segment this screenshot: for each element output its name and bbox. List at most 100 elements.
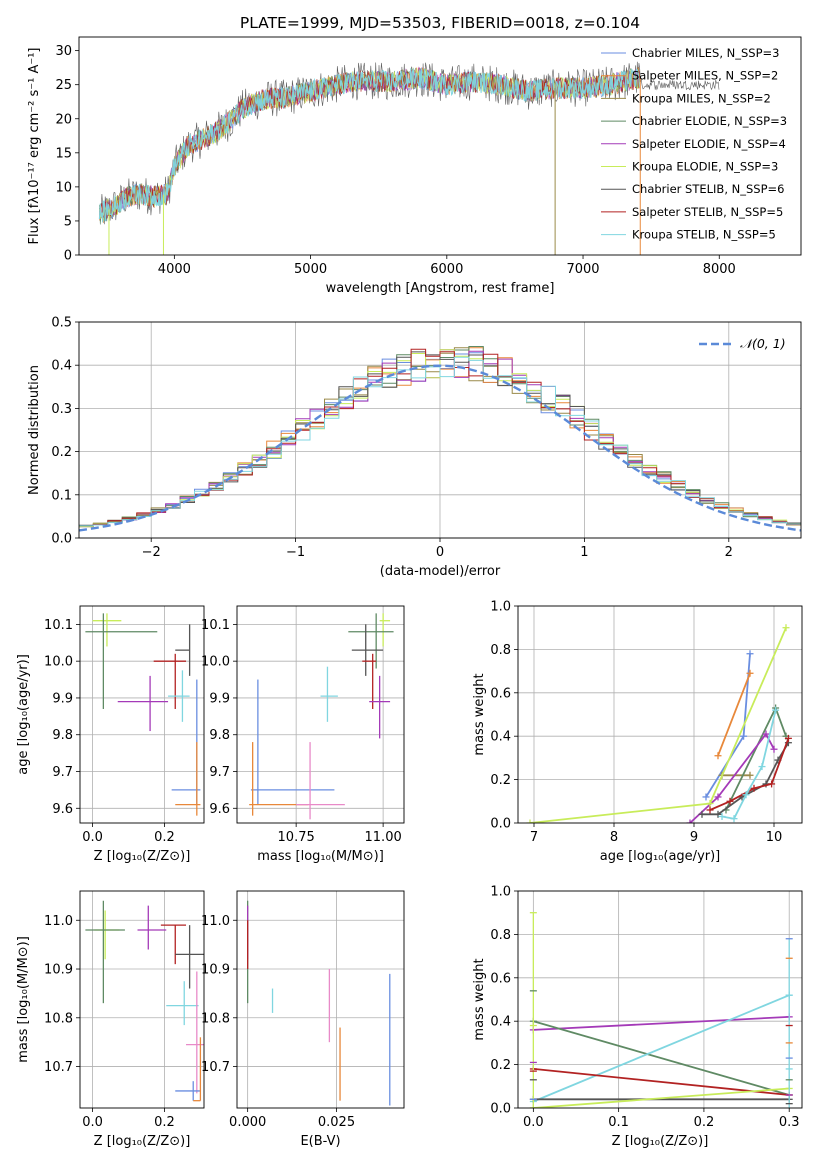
x-axis-label: mass [log₁₀(M/M⊙)] bbox=[257, 849, 384, 864]
weight-line-salpeter_elodie bbox=[533, 1016, 790, 1031]
spectrum-plot bbox=[75, 36, 802, 259]
y-tick-label: 0.0 bbox=[490, 1102, 511, 1117]
y-tick-label: 10.7 bbox=[201, 1060, 230, 1075]
residual_histogram-plot bbox=[75, 321, 802, 542]
y-tick-label: 25 bbox=[55, 78, 72, 93]
x-axis-label: age [log₁₀(age/yr)] bbox=[600, 849, 721, 864]
x-axis-label: Z [log₁₀(Z/Z⊙)] bbox=[94, 849, 191, 864]
chart-title: PLATE=1999, MJD=53503, FIBERID=0018, z=0… bbox=[240, 14, 640, 32]
age_vs_mass-marks bbox=[249, 613, 394, 820]
x-tick-label: 8 bbox=[610, 830, 618, 845]
y-tick-label: 0.1 bbox=[51, 488, 72, 503]
x-tick-label: 0.3 bbox=[779, 1115, 800, 1130]
weight_vs_Z-marks bbox=[529, 912, 793, 1108]
x-tick-label: 1 bbox=[580, 545, 588, 560]
legend-entry: Salpeter MILES, N_SSP=2 bbox=[632, 69, 778, 83]
y-tick-label: 5 bbox=[64, 214, 72, 229]
y-tick-label: 0.4 bbox=[490, 730, 511, 745]
x-tick-label: 5000 bbox=[294, 262, 327, 277]
x-tick-label: 7000 bbox=[566, 262, 599, 277]
normal-curve bbox=[79, 364, 801, 532]
x-tick-label: −1 bbox=[286, 545, 305, 560]
x-tick-label: 0.0 bbox=[82, 1115, 103, 1130]
weight_vs_Z-frame bbox=[517, 890, 803, 1109]
weight-line-chabrier_elodie bbox=[533, 1020, 790, 1096]
mass_vs_Z-frame bbox=[79, 890, 205, 1109]
legend-entry: Kroupa STELIB, N_SSP=5 bbox=[632, 228, 776, 242]
y-tick-label: 20 bbox=[55, 112, 72, 127]
x-tick-label: 8000 bbox=[703, 262, 736, 277]
weight-line-kroupa_elodie bbox=[533, 1087, 790, 1108]
y-tick-label: 11.0 bbox=[201, 914, 230, 929]
legend-entry: Kroupa ELODIE, N_SSP=3 bbox=[632, 160, 778, 174]
weight_vs_age-marks bbox=[526, 624, 792, 823]
weight-line-salpeter_stelib bbox=[533, 1068, 790, 1096]
y-tick-label: 0.2 bbox=[51, 445, 72, 460]
legend-entry: Salpeter STELIB, N_SSP=5 bbox=[632, 205, 783, 219]
y-tick-label: 10.1 bbox=[44, 618, 73, 633]
spectrum-marks bbox=[98, 61, 720, 255]
legend-entry: Chabrier ELODIE, N_SSP=3 bbox=[632, 114, 787, 128]
y-tick-label: 0.2 bbox=[490, 773, 511, 788]
y-tick-label: 10 bbox=[55, 180, 72, 195]
y-tick-label: 30 bbox=[55, 44, 72, 59]
age_vs_Z-marks bbox=[85, 613, 201, 816]
y-tick-label: 0 bbox=[64, 249, 72, 264]
age_vs_mass-plot bbox=[233, 605, 405, 827]
y-tick-label: 10.8 bbox=[201, 1011, 230, 1026]
y-tick-label: 9.9 bbox=[52, 691, 73, 706]
y-tick-label: 9.7 bbox=[209, 765, 230, 780]
x-tick-label: 0.025 bbox=[318, 1115, 355, 1130]
y-axis-label: mass weight bbox=[472, 958, 487, 1040]
residual_histogram-frame bbox=[78, 321, 802, 539]
y-tick-label: 1.0 bbox=[490, 885, 511, 900]
y-tick-label: 11.0 bbox=[44, 914, 73, 929]
y-tick-label: 15 bbox=[55, 146, 72, 161]
x-tick-label: 10 bbox=[766, 830, 783, 845]
legend-entry: Chabrier MILES, N_SSP=3 bbox=[632, 46, 779, 60]
weight_vs_Z-plot bbox=[514, 890, 803, 1112]
y-axis-label: Flux [fλ10⁻¹⁷ erg cm⁻² s⁻¹ A⁻¹] bbox=[27, 48, 42, 245]
mass_vs_EBV-frame bbox=[236, 890, 405, 1109]
mass_vs_EBV-marks bbox=[247, 900, 391, 1106]
y-tick-label: 0.3 bbox=[51, 402, 72, 417]
x-axis-label: E(B-V) bbox=[300, 1134, 340, 1149]
x-tick-label: 0.0 bbox=[523, 1115, 544, 1130]
x-tick-label: 10.75 bbox=[278, 830, 315, 845]
y-tick-label: 0.6 bbox=[490, 971, 511, 986]
y-tick-label: 9.8 bbox=[209, 728, 230, 743]
x-tick-label: −2 bbox=[142, 545, 161, 560]
weight_vs_age-plot bbox=[514, 605, 803, 827]
y-tick-label: 9.6 bbox=[209, 802, 230, 817]
y-tick-label: 9.8 bbox=[52, 728, 73, 743]
y-axis-label: mass weight bbox=[472, 673, 487, 755]
x-axis-label: Z [log₁₀(Z/Z⊙)] bbox=[612, 1134, 709, 1149]
y-tick-label: 0.5 bbox=[51, 316, 72, 331]
x-axis-label: wavelength [Angstrom, rest frame] bbox=[326, 281, 555, 296]
x-tick-label: 0.000 bbox=[229, 1115, 266, 1130]
spectrum-frame bbox=[78, 36, 802, 256]
age_vs_mass-frame bbox=[236, 605, 405, 824]
y-tick-label: 10.1 bbox=[201, 618, 230, 633]
y-tick-label: 9.9 bbox=[209, 691, 230, 706]
x-tick-label: 11.00 bbox=[365, 830, 402, 845]
x-tick-label: 2 bbox=[725, 545, 733, 560]
residual_histogram-marks bbox=[79, 346, 801, 532]
y-tick-label: 10.7 bbox=[44, 1060, 73, 1075]
y-tick-label: 10.0 bbox=[44, 655, 73, 670]
x-axis-label: Z [log₁₀(Z/Z⊙)] bbox=[94, 1134, 191, 1149]
y-axis-label: Normed distribution bbox=[27, 365, 42, 495]
y-tick-label: 0.0 bbox=[490, 817, 511, 832]
weight-line-kroupa_stelib bbox=[533, 994, 790, 1103]
y-tick-label: 0.8 bbox=[490, 928, 511, 943]
y-tick-label: 0.2 bbox=[490, 1058, 511, 1073]
y-tick-label: 0.6 bbox=[490, 686, 511, 701]
y-tick-label: 0.8 bbox=[490, 643, 511, 658]
spectrum-series-kroupa_elodie bbox=[99, 67, 640, 221]
x-tick-label: 4000 bbox=[158, 262, 191, 277]
y-tick-label: 0.0 bbox=[51, 532, 72, 547]
mass_vs_EBV-plot bbox=[233, 890, 405, 1112]
y-tick-label: 9.7 bbox=[52, 765, 73, 780]
